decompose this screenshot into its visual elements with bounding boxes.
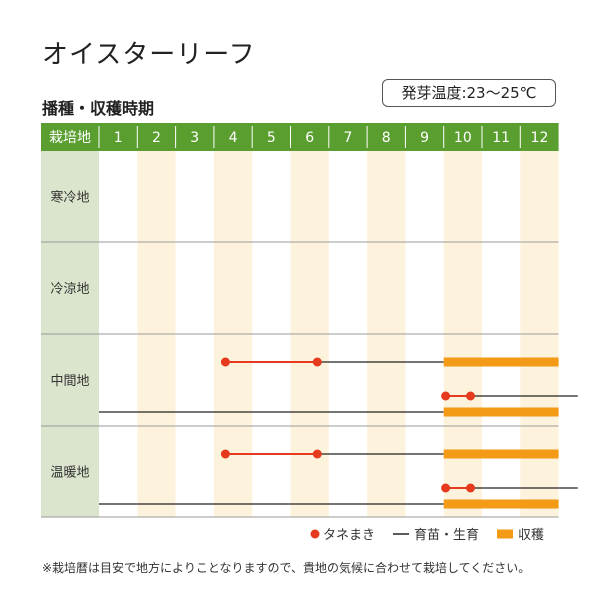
month-label-1: 1 — [114, 130, 123, 146]
page-title: オイスターリーフ — [42, 40, 256, 70]
sowing-dot — [441, 483, 451, 493]
harvest-bar — [443, 499, 559, 509]
germination-temperature-badge: 発芽温度:23〜25℃ — [382, 79, 556, 107]
month-label-12: 12 — [531, 130, 549, 146]
sowing-dot — [441, 391, 451, 401]
legend-label-harvest: 収穫 — [518, 528, 544, 543]
legend-label-sowing: タネまき — [323, 528, 375, 543]
month-label-2: 2 — [152, 130, 161, 146]
sowing-dot — [220, 357, 230, 367]
legend-item-growing: 育苗・生育 — [393, 527, 479, 543]
sowing-dot — [220, 449, 230, 459]
month-label-11: 11 — [492, 130, 510, 146]
sowing-dot — [312, 357, 322, 367]
month-label-4: 4 — [229, 130, 238, 146]
month-label-10: 10 — [454, 130, 472, 146]
legend-label-growing: 育苗・生育 — [414, 527, 479, 543]
harvest-bar — [443, 449, 559, 459]
legend-symbol-sowing — [310, 529, 320, 539]
region-label: 冷涼地 — [50, 282, 89, 297]
region-label: 温暖地 — [50, 466, 89, 481]
month-label-5: 5 — [267, 130, 276, 146]
sowing-dot — [466, 483, 476, 493]
legend-symbol-harvest — [497, 529, 513, 539]
region-label: 中間地 — [50, 374, 89, 389]
header-region-label: 栽培地 — [49, 130, 91, 146]
legend-item-harvest: 収穫 — [497, 528, 544, 543]
harvest-bar — [443, 357, 559, 367]
sowing-dot — [312, 449, 322, 459]
region-label: 寒冷地 — [50, 190, 89, 206]
chart-subtitle: 播種・収穫時期 — [42, 99, 155, 118]
month-label-9: 9 — [420, 130, 429, 146]
month-label-6: 6 — [305, 130, 314, 146]
month-label-8: 8 — [382, 130, 391, 146]
month-label-3: 3 — [190, 130, 199, 146]
header-bar — [41, 123, 559, 151]
sowing-dot — [466, 391, 476, 401]
month-label-7: 7 — [343, 130, 352, 146]
footnote: ※栽培暦は目安で地方によりことなりますので、貴地の気候に合わせて栽培してください… — [42, 561, 531, 575]
harvest-bar — [443, 407, 559, 417]
legend-item-sowing: タネまき — [310, 528, 375, 543]
